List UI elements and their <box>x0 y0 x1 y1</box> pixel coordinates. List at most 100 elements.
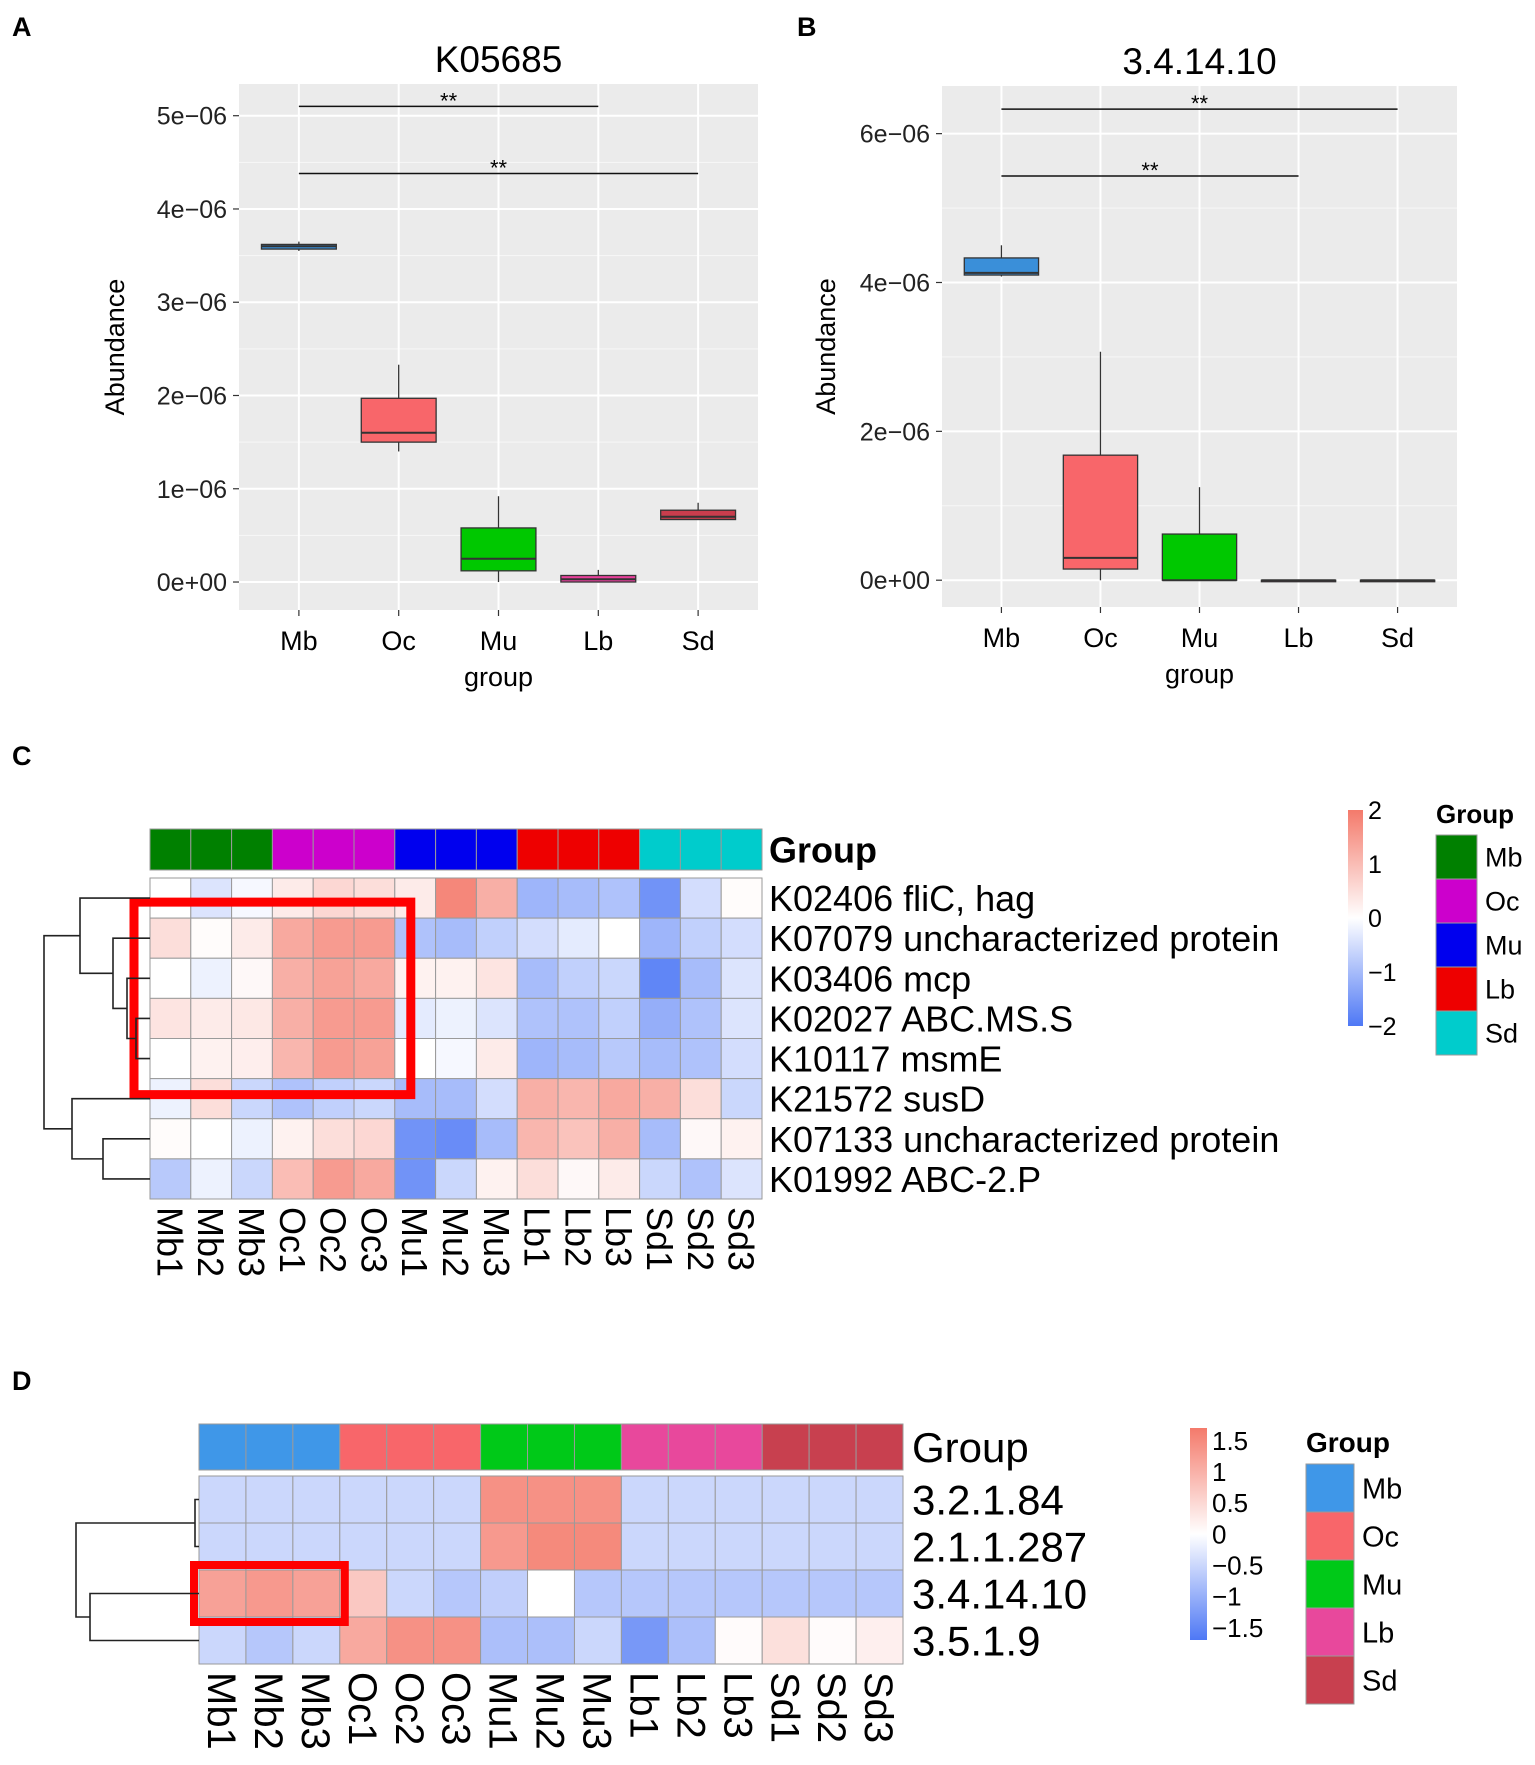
heatmap-cell <box>312 917 355 959</box>
annotation-cell <box>435 828 477 871</box>
column-label: Mb3 <box>293 1672 337 1750</box>
heatmap-cell <box>231 1118 273 1160</box>
heatmap-cell <box>190 917 233 959</box>
y-tick-label: 6e−06 <box>860 121 930 149</box>
heatmap-cell <box>516 917 559 959</box>
annotation-cell <box>714 1423 763 1471</box>
annotation-cell <box>149 828 192 871</box>
heatmap-cell <box>149 997 192 1039</box>
column-label: Mu1 <box>394 1207 435 1277</box>
heatmap-cell <box>855 1522 904 1571</box>
heatmap-cell <box>435 1078 477 1120</box>
annotation-cell <box>198 1423 247 1471</box>
heatmap-cell <box>516 1158 559 1200</box>
column-label: Lb3 <box>715 1672 759 1739</box>
heatmap-cell <box>598 957 641 999</box>
heatmap-cell <box>620 1616 669 1665</box>
heatmap-cell <box>720 1078 763 1120</box>
column-label: Mu2 <box>528 1672 572 1750</box>
heatmap-cell <box>720 957 763 999</box>
heatmap-cell <box>312 1158 355 1200</box>
annotation-cell <box>339 1423 388 1471</box>
legend-swatch-mu <box>1305 1559 1355 1609</box>
heatmap-cell <box>714 1569 763 1618</box>
y-tick-label: 3e−06 <box>157 289 227 317</box>
annotation-cell <box>720 828 763 871</box>
heatmap-cell <box>639 997 681 1039</box>
heatmap-cell <box>386 1475 435 1524</box>
legend-swatch-lb <box>1305 1607 1355 1657</box>
heatmap-cell <box>598 1038 641 1080</box>
column-label: Mb1 <box>199 1672 243 1750</box>
column-label: Mb3 <box>231 1207 272 1277</box>
heatmap-cell <box>312 957 355 999</box>
column-label: Oc1 <box>340 1672 384 1745</box>
row-label: 3.4.14.10 <box>912 1571 1087 1618</box>
heatmap-cell <box>353 1038 396 1080</box>
column-label: Mb2 <box>246 1672 290 1750</box>
heatmap-cell <box>516 877 559 919</box>
heatmap-cell <box>312 1038 355 1080</box>
significance-label: ** <box>440 88 458 113</box>
annotation-cell <box>433 1423 482 1471</box>
heatmap-cell <box>639 877 681 919</box>
legend-swatch-mb <box>1305 1463 1355 1513</box>
legend-swatch-mu <box>1435 922 1478 968</box>
box-body <box>1161 533 1238 581</box>
box-body <box>460 527 537 572</box>
heatmap-cell <box>516 957 559 999</box>
legend-label: Lb <box>1485 975 1515 1005</box>
legend-title: Group <box>1306 1427 1390 1458</box>
heatmap-cell <box>353 997 396 1039</box>
heatmap-cell <box>808 1569 857 1618</box>
heatmap-cell <box>516 1078 559 1120</box>
heatmap-cell <box>620 1522 669 1571</box>
heatmap-cell <box>475 1118 518 1160</box>
dendrogram-branch <box>194 1498 199 1548</box>
column-label: Sd2 <box>680 1207 721 1271</box>
heatmap-cell <box>190 957 233 999</box>
heatmap-cell <box>557 917 600 959</box>
panel-label-c: C <box>12 741 32 771</box>
dendrogram-branch <box>89 1592 199 1642</box>
heatmap-cell <box>475 957 518 999</box>
heatmap-cell <box>639 1038 681 1080</box>
heatmap-cell <box>475 917 518 959</box>
heatmap-cell <box>761 1475 810 1524</box>
heatmap-cell <box>761 1569 810 1618</box>
heatmap-cell <box>808 1522 857 1571</box>
heatmap-cell <box>573 1569 622 1618</box>
column-label: Mu3 <box>476 1207 517 1277</box>
heatmap-cell <box>679 917 722 959</box>
annotation-cell <box>394 828 437 871</box>
significance-label: ** <box>490 156 508 181</box>
heatmap-cell <box>231 997 273 1039</box>
box-lb <box>560 569 637 583</box>
heatmap-cell <box>714 1475 763 1524</box>
heatmap-cell <box>480 1616 529 1665</box>
y-tick-label: 5e−06 <box>157 103 227 131</box>
heatmap-cell <box>620 1569 669 1618</box>
color-scale-tick-label: −2 <box>1368 1013 1397 1041</box>
x-axis-title: group <box>464 662 533 692</box>
heatmap-cell <box>353 957 396 999</box>
column-label: Oc2 <box>387 1672 431 1745</box>
annotation-cell <box>516 828 559 871</box>
y-tick-label: 2e−06 <box>157 382 227 410</box>
dendrogram-branch <box>43 934 80 1130</box>
heatmap-cell <box>527 1569 575 1618</box>
heatmap-cell <box>720 1038 763 1080</box>
y-tick-label: 2e−06 <box>860 418 930 446</box>
heatmap-cell <box>598 1118 641 1160</box>
y-tick-label: 1e−06 <box>157 476 227 504</box>
annotation-cell <box>527 1423 575 1471</box>
column-label: Lb2 <box>668 1672 712 1739</box>
x-tick-label: Mu <box>480 626 518 656</box>
heatmap-cell <box>292 1475 341 1524</box>
boxplot-k05685: 0e+00 1e−06 2e−06 3e−06 4e−06 5e−06 Mb Oc Mu Lb Sd… <box>100 39 758 692</box>
box-body <box>1062 454 1139 570</box>
heatmap-cell <box>557 997 600 1039</box>
x-tick-label: Sd <box>1381 623 1414 653</box>
heatmap-cell <box>761 1616 810 1665</box>
heatmap-cell <box>433 1522 482 1571</box>
